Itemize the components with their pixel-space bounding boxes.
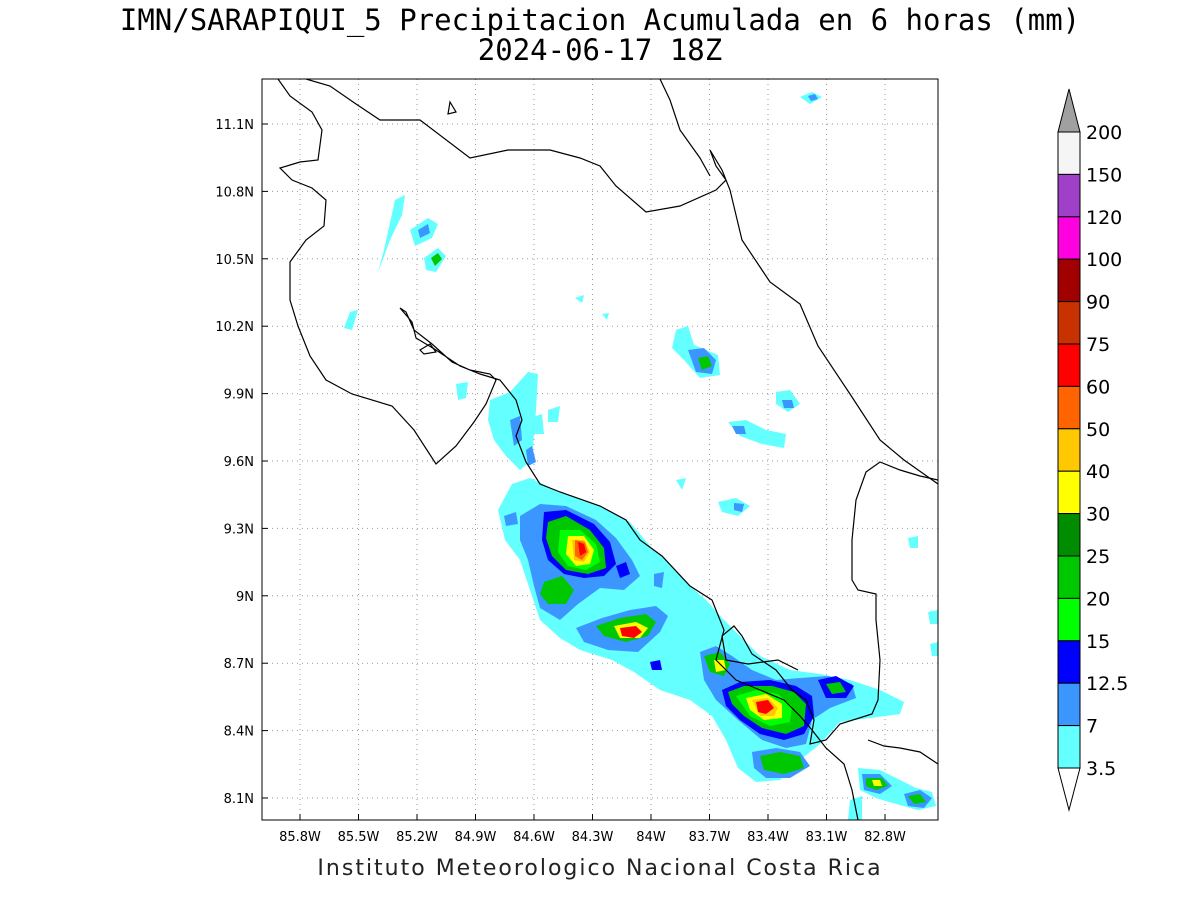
colorbar-label: 20: [1086, 588, 1110, 610]
footer-credit: Instituto Meteorologico Nacional Costa R…: [317, 856, 883, 881]
rain-cell: [616, 562, 630, 578]
colorbar-label: 200: [1086, 122, 1122, 144]
rain-cell: [930, 642, 938, 656]
colorbar: 200 150 120 100 90 75 60 50 40 30 25 20 15 12.5 7 3.5: [1057, 88, 1128, 812]
x-tick-label: 83.1W: [806, 830, 848, 845]
x-tick-label: 84W: [636, 830, 666, 845]
rain-cell: [676, 478, 686, 490]
colorbar-swatch: [1057, 640, 1081, 684]
rain-cell: [526, 446, 536, 466]
y-tick-label: 8.7N: [224, 657, 254, 672]
rain-cell: [602, 313, 609, 320]
rain-cell: [540, 576, 574, 604]
colorbar-label: 3.5: [1086, 758, 1116, 780]
rain-cell: [650, 660, 662, 670]
y-tick-label: 10.2N: [215, 320, 254, 335]
y-tick-label: 9.3N: [224, 522, 254, 537]
colorbar-label: 150: [1086, 164, 1122, 186]
rain-cell: [928, 610, 938, 624]
colorbar-swatch: [1057, 258, 1081, 303]
colorbar-label: 75: [1086, 334, 1110, 356]
colorbar-swatch: [1057, 301, 1081, 345]
rain-core: [578, 542, 586, 556]
colorbar-swatch: [1057, 385, 1081, 430]
x-tick-label: 84.3W: [572, 830, 614, 845]
colorbar-label: 30: [1086, 504, 1110, 526]
colorbar-label: 90: [1086, 292, 1110, 314]
y-tick-label: 8.4N: [224, 725, 254, 740]
colorbar-label: 7: [1086, 716, 1098, 738]
rain-cell: [734, 503, 744, 512]
colorbar-label: 15: [1086, 631, 1110, 653]
colorbar-swatch: [1057, 173, 1081, 218]
y-tick-labels: 11.1N 10.8N 10.5N 10.2N 9.9N 9.6N 9.3N 9N 8.7N 8.…: [215, 118, 268, 807]
rain-cell: [714, 660, 726, 672]
rain-cell: [908, 536, 918, 548]
grid-lines: [262, 79, 938, 820]
rain-cell: [732, 426, 746, 434]
colorbar-swatch: [1057, 725, 1081, 769]
rain-cell: [378, 195, 405, 272]
colorbar-swatch: [1057, 428, 1081, 472]
rain-cell: [418, 224, 430, 238]
colorbar-swatch: [1057, 131, 1081, 175]
y-tick-label: 9N: [236, 590, 254, 605]
x-tick-label: 85.8W: [279, 830, 321, 845]
rain-cell: [431, 253, 442, 266]
rain-cell: [872, 780, 882, 786]
rain-cell: [548, 406, 560, 422]
rain-cell: [575, 295, 584, 303]
colorbar-swatch: [1057, 555, 1081, 599]
map-frame: [261, 78, 939, 821]
x-tick-label: 83.7W: [689, 830, 731, 845]
rain-core: [756, 700, 774, 714]
x-tick-label: 82.8W: [864, 830, 906, 845]
colorbar-swatch: [1057, 513, 1081, 557]
y-tick-label: 10.5N: [215, 253, 254, 268]
rain-core: [620, 626, 642, 638]
colorbar-label: 50: [1086, 419, 1110, 441]
colorbar-label: 120: [1086, 207, 1122, 229]
rain-cell: [698, 356, 712, 370]
x-tick-label: 85.2W: [396, 830, 438, 845]
x-tick-label: 85.5W: [338, 830, 380, 845]
y-tick-label: 8.1N: [224, 792, 254, 807]
colorbar-swatch: [1057, 682, 1081, 727]
rain-cell: [908, 794, 926, 804]
y-tick-label: 10.8N: [215, 185, 254, 200]
colorbar-over-triangle: [1057, 88, 1081, 133]
x-tick-label: 84.6W: [513, 830, 555, 845]
colorbar-label: 12.5: [1086, 673, 1128, 695]
rain-cell: [530, 414, 544, 434]
y-tick-label: 9.9N: [224, 388, 254, 403]
y-tick-label: 11.1N: [215, 118, 254, 133]
x-tick-label: 84.9W: [455, 830, 497, 845]
rain-cell: [808, 94, 818, 101]
colorbar-swatch: [1057, 597, 1081, 642]
rain-cell: [344, 310, 358, 330]
colorbar-label: 40: [1086, 461, 1110, 483]
rain-cell: [826, 682, 846, 694]
rain-cell: [510, 416, 522, 446]
colorbar-label: 25: [1086, 546, 1110, 568]
coastline: [277, 79, 938, 820]
rain-cell: [456, 382, 468, 400]
x-tick-labels: 85.8W 85.5W 85.2W 84.9W 84.6W 84.3W 84W 83.7W 83…: [279, 814, 906, 845]
colorbar-swatch: [1057, 343, 1081, 387]
y-tick-label: 9.6N: [224, 455, 254, 470]
colorbar-swatch: [1057, 216, 1081, 260]
rain-cell: [504, 512, 518, 526]
rain-cell: [760, 752, 804, 774]
map-title: IMN/SARAPIQUI_5 Precipitacion Acumulada …: [119, 3, 1081, 37]
x-tick-label: 83.4W: [747, 830, 789, 845]
colorbar-swatch: [1057, 470, 1081, 515]
precipitation-field: [344, 92, 938, 820]
colorbar-label: 100: [1086, 249, 1122, 271]
colorbar-label: 60: [1086, 376, 1110, 398]
rain-cell: [782, 400, 794, 408]
map-date: 2024-06-17 18Z: [477, 33, 723, 67]
colorbar-under-triangle: [1057, 767, 1081, 812]
rain-cell: [654, 572, 664, 588]
